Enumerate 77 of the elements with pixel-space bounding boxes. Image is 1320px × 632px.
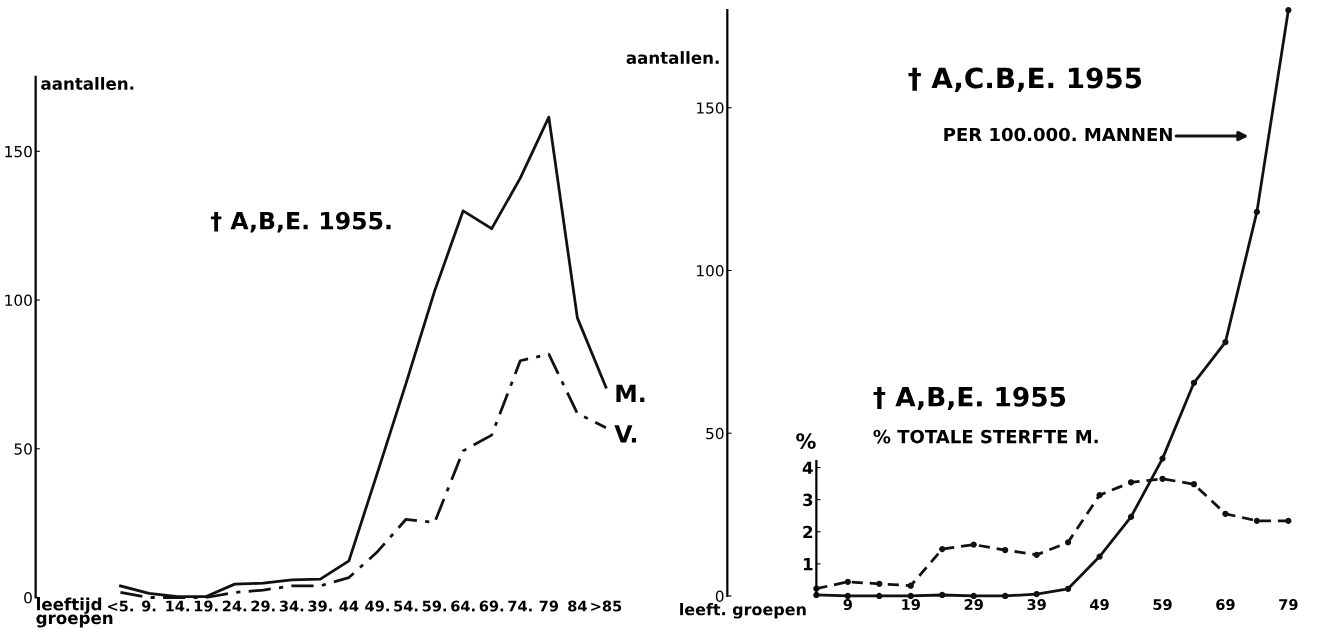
y-tick-label: 2 — [803, 525, 813, 539]
x-tick-label: 29. — [251, 600, 275, 612]
point — [1190, 379, 1198, 386]
point — [1033, 551, 1040, 558]
y-axis-title: aantallen. — [41, 76, 134, 90]
x-tick-label: 49 — [1090, 599, 1109, 611]
x-tick-label: 74. — [508, 600, 532, 612]
x-tick-label: 39. — [308, 600, 332, 612]
series-label: M. — [616, 384, 645, 403]
chart-title: † A,B,E. 1955 — [873, 386, 1066, 411]
x-tick-label: 49. — [365, 600, 389, 612]
y-tick-label: 0 — [24, 591, 32, 604]
line-series — [119, 115, 608, 598]
point — [1096, 553, 1103, 560]
point — [1285, 6, 1292, 14]
point — [1253, 208, 1261, 216]
y-tick-label: 50 — [706, 427, 724, 440]
x-tick-label: 79 — [1279, 599, 1298, 611]
point — [1002, 592, 1009, 600]
y-axis-title: aantallen. — [626, 51, 719, 65]
point — [1222, 338, 1229, 346]
point — [939, 545, 946, 553]
y-tick-label: 100 — [697, 264, 724, 277]
point — [1033, 590, 1040, 598]
y-tick-label: 150 — [697, 102, 724, 114]
x-tick-label: 9 — [843, 599, 852, 611]
x-tick-label: 19 — [902, 599, 920, 611]
y-tick-label: 4 — [802, 461, 813, 474]
x-tick-label: 39 — [1027, 599, 1046, 611]
point — [1064, 539, 1072, 546]
x-tick-label: 59 — [1153, 599, 1172, 611]
y-tick-label: 0 — [715, 590, 724, 602]
point — [1064, 585, 1072, 592]
x-tick-label: 9. — [141, 600, 156, 612]
point — [939, 591, 946, 599]
x-tick-label: 69 — [1216, 599, 1235, 611]
point — [1159, 455, 1166, 462]
y-tick-label: 150 — [5, 145, 32, 158]
point — [1190, 481, 1198, 488]
point — [876, 580, 883, 587]
point — [1285, 517, 1292, 524]
text: † A,B,E. 1955. — [210, 211, 391, 233]
x-tick-label: <5. — [108, 600, 133, 612]
text: PER 100.000. MANNEN — [944, 127, 1172, 142]
y-tick-label: 100 — [5, 294, 32, 307]
point — [1096, 492, 1103, 499]
point — [1127, 479, 1135, 486]
x-tick-label: 44 — [339, 600, 359, 612]
x-tick-label: 14. — [166, 600, 189, 612]
y-tick-label: 3 — [803, 493, 813, 507]
x-tick-label: 34. — [279, 600, 304, 612]
x-tick-label: 69. — [479, 600, 504, 612]
y-axis-title: % — [796, 433, 816, 449]
series-label: V. — [614, 425, 637, 443]
point — [970, 541, 977, 548]
x-tick-label: 54. — [394, 600, 418, 612]
point — [844, 578, 851, 585]
x-tick-label: 79 — [539, 600, 559, 612]
text: † A,C.B,E. 1955 — [908, 67, 1142, 93]
x-tick-label: 59. — [422, 600, 447, 612]
point — [1253, 517, 1261, 524]
x-tick-label: 24. — [222, 600, 247, 612]
point — [876, 592, 883, 600]
chart-subtitle: % TOTALE STERFTE M. — [873, 429, 1098, 444]
x-tick-label: 29 — [964, 599, 983, 611]
point — [1222, 510, 1229, 517]
point — [1127, 513, 1135, 521]
point — [1159, 475, 1166, 482]
x-tick-label: 19. — [194, 600, 218, 612]
y-tick-label: 1 — [803, 558, 813, 571]
x-axis-title: leeft. groepen — [680, 603, 806, 619]
point — [907, 582, 914, 589]
x-tick-label: 64. — [451, 600, 475, 612]
x-tick-label: >85 — [591, 600, 622, 612]
point — [1002, 546, 1009, 554]
x-tick-label: 84 — [568, 600, 587, 612]
y-tick-label: 50 — [14, 443, 32, 455]
